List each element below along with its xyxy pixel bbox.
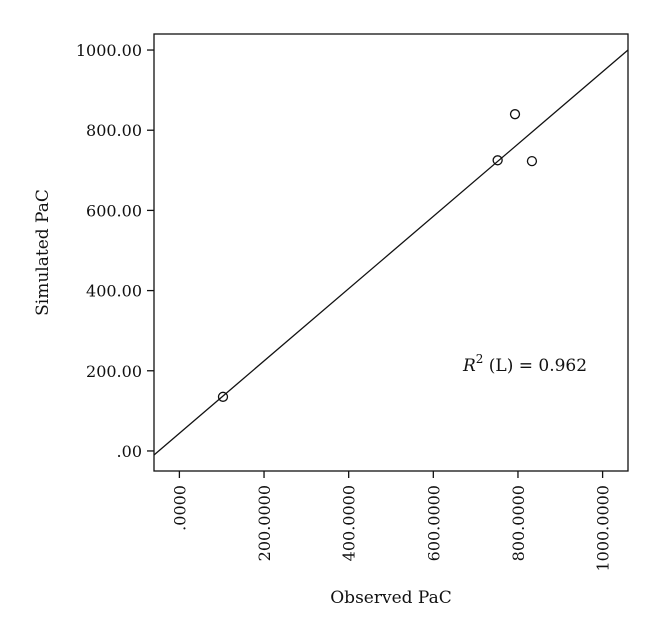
r-squared-annotation: R2 (L) = 0.962 [462, 352, 587, 376]
data-point-2 [509, 109, 521, 120]
data-point-1 [492, 155, 503, 166]
x-tick-label-2: 400.0000 [340, 485, 359, 561]
y-tick-label-3: 600.00 [86, 201, 142, 220]
x-tick-label-4: 800.0000 [509, 485, 528, 561]
x-axis: .0000 200.0000 400.0000 600.0000 800.0000 100… [170, 471, 613, 572]
r-superscript: 2 [476, 352, 484, 366]
y-tick-label-2: 400.00 [86, 282, 142, 301]
y-axis-title: Simulated PaC [33, 189, 53, 316]
r-symbol: R [462, 356, 476, 376]
x-tick-label-3: 600.0000 [424, 485, 443, 561]
x-tick-label-0: .0000 [170, 485, 189, 531]
data-point-3 [526, 155, 538, 167]
x-tick-label-1: 200.0000 [255, 485, 274, 561]
y-tick-label-4: 800.00 [86, 121, 142, 140]
plot-area: R2 (L) = 0.962 [153, 33, 629, 472]
x-axis-title: Observed PaC [330, 588, 452, 608]
y-tick-label-5: 1000.00 [76, 41, 142, 60]
regression-line [153, 49, 629, 456]
y-axis: .00 200.00 400.00 600.00 800.00 1000.00 [76, 41, 154, 461]
r-value-text: (L) = 0.962 [483, 356, 587, 376]
y-tick-label-0: .00 [117, 442, 142, 461]
data-point-0 [217, 391, 229, 402]
x-tick-label-5: 1000.0000 [594, 485, 613, 572]
plot-frame [153, 33, 629, 472]
y-tick-label-1: 200.00 [86, 362, 142, 381]
data-points [217, 109, 538, 402]
